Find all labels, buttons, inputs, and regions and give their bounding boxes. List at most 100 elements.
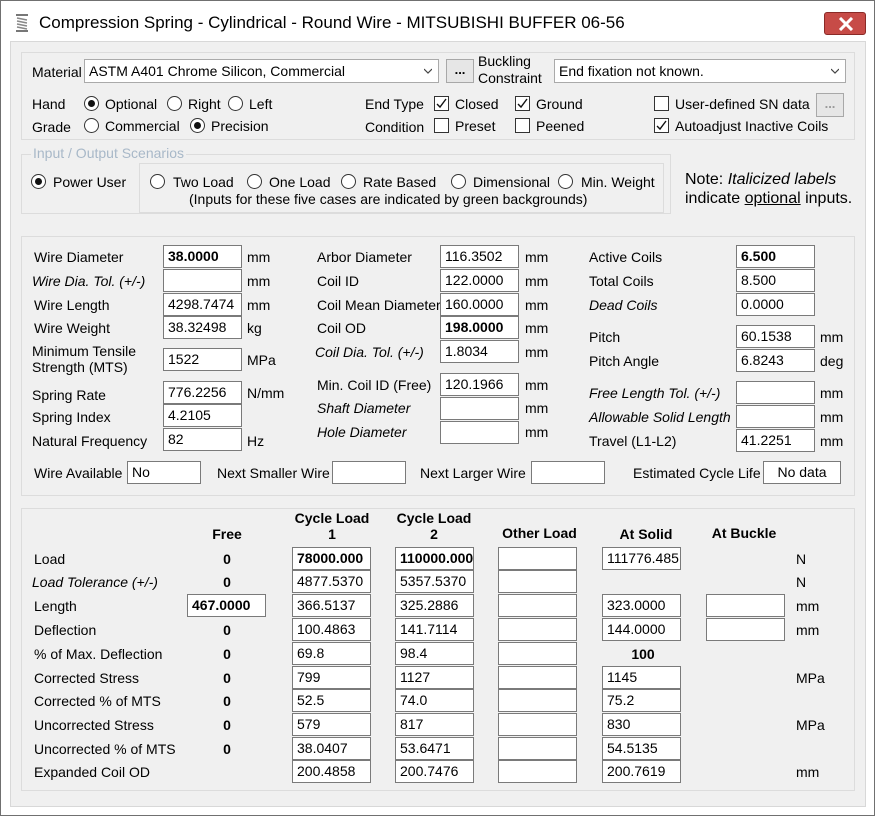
corr-mts-cycle2-input[interactable]: 74.0 (395, 689, 474, 712)
load-solid-input[interactable]: 111776.485 (602, 547, 681, 570)
corr-stress-other-input[interactable] (498, 666, 577, 689)
pitch-input[interactable]: 60.1538 (736, 325, 815, 348)
corr-mts-solid-input[interactable]: 75.2 (602, 689, 681, 712)
length-solid-input[interactable]: 323.0000 (602, 594, 681, 617)
dimensional-radio[interactable] (451, 174, 466, 189)
spring-rate-input[interactable]: 776.2256 (163, 381, 242, 404)
expanded-od-other-input[interactable] (498, 760, 577, 783)
preset-checkbox[interactable] (434, 118, 449, 133)
corr-mts-cycle1-input[interactable]: 52.5 (292, 689, 371, 712)
load-cycle1-input[interactable]: 78000.000 (292, 547, 371, 570)
deflection-cycle1-input[interactable]: 100.4863 (292, 618, 371, 641)
grade-precision-radio[interactable] (190, 118, 205, 133)
autoadjust-checkbox[interactable] (654, 118, 669, 133)
mts-input[interactable]: 1522 (163, 348, 242, 371)
row-label-corr-mts: Corrected % of MTS (34, 693, 161, 709)
corr-stress-free: 0 (223, 670, 231, 686)
closed-checkbox[interactable] (434, 96, 449, 111)
uncorr-stress-cycle2-input[interactable]: 817 (395, 713, 474, 736)
length-unit: mm (796, 598, 820, 614)
coil-od-input[interactable]: 198.0000 (440, 316, 519, 339)
pct-deflection-other-input[interactable] (498, 642, 577, 665)
uncorr-stress-cycle1-input[interactable]: 579 (292, 713, 371, 736)
material-browse-button[interactable]: ... (446, 59, 474, 83)
coil-mean-input[interactable]: 160.0000 (440, 293, 519, 316)
corr-stress-cycle1-input[interactable]: 799 (292, 666, 371, 689)
corr-stress-cycle2-input[interactable]: 1127 (395, 666, 474, 689)
row-label-uncorr-mts: Uncorrected % of MTS (34, 741, 176, 757)
pct-deflection-cycle1-input[interactable]: 69.8 (292, 642, 371, 665)
length-cycle2-input[interactable]: 325.2886 (395, 594, 474, 617)
wire-length-input[interactable]: 4298.7474 (163, 293, 242, 316)
corr-mts-other-input[interactable] (498, 689, 577, 712)
corr-stress-solid-input[interactable]: 1145 (602, 666, 681, 689)
free-len-tol-input[interactable] (736, 381, 815, 404)
length-other-input[interactable] (498, 594, 577, 617)
buckling-select[interactable]: End fixation not known. (554, 59, 846, 83)
uncorr-mts-cycle2-input[interactable]: 53.6471 (395, 737, 474, 760)
length-buckle-input[interactable] (706, 594, 785, 617)
peened-checkbox[interactable] (515, 118, 530, 133)
travel-input[interactable]: 41.2251 (736, 429, 815, 452)
pitch-angle-input[interactable]: 6.8243 (736, 349, 815, 372)
expanded-od-cycle2-input[interactable]: 200.7476 (395, 760, 474, 783)
pct-deflection-cycle2-input[interactable]: 98.4 (395, 642, 474, 665)
wire-tol-input[interactable] (163, 269, 242, 292)
wire-weight-input[interactable]: 38.32498 (163, 316, 242, 339)
coil-id-input[interactable]: 122.0000 (440, 269, 519, 292)
hand-left-radio[interactable] (228, 96, 243, 111)
cycle-life-input[interactable]: No data (763, 461, 841, 484)
min-coil-id-input[interactable]: 120.1966 (440, 373, 519, 396)
two-load-radio[interactable] (150, 174, 165, 189)
load-tol-cycle2-input[interactable]: 5357.5370 (395, 570, 474, 593)
length-free-input[interactable]: 467.0000 (187, 594, 266, 617)
shaft-dia-input[interactable] (440, 397, 519, 420)
load-tol-cycle1-input[interactable]: 4877.5370 (292, 570, 371, 593)
mts-label-1: Minimum Tensile (32, 343, 136, 359)
load-tol-other-input[interactable] (498, 570, 577, 593)
hand-optional-radio[interactable] (84, 96, 99, 111)
uncorr-stress-other-input[interactable] (498, 713, 577, 736)
next-larger-input[interactable] (531, 461, 605, 484)
next-smaller-input[interactable] (332, 461, 406, 484)
deflection-cycle2-input[interactable]: 141.7114 (395, 618, 474, 641)
power-user-radio[interactable] (31, 174, 46, 189)
hand-right-radio[interactable] (167, 96, 182, 111)
material-select[interactable]: ASTM A401 Chrome Silicon, Commercial (84, 59, 439, 83)
one-load-radio[interactable] (247, 174, 262, 189)
spring-index-input[interactable]: 4.2105 (163, 404, 242, 427)
deflection-buckle-input[interactable] (706, 618, 785, 641)
coil-tol-input[interactable]: 1.8034 (440, 340, 519, 363)
close-button[interactable] (824, 12, 866, 35)
wire-available-input[interactable]: No (127, 461, 201, 484)
nat-freq-input[interactable]: 82 (163, 428, 242, 451)
deflection-solid-input[interactable]: 144.0000 (602, 618, 681, 641)
hole-dia-input[interactable] (440, 421, 519, 444)
uncorr-mts-solid-input[interactable]: 54.5135 (602, 737, 681, 760)
length-cycle1-input[interactable]: 366.5137 (292, 594, 371, 617)
allow-solid-input[interactable] (736, 405, 815, 428)
uncorr-mts-cycle1-input[interactable]: 38.0407 (292, 737, 371, 760)
arbor-dia-input[interactable]: 116.3502 (440, 245, 519, 268)
sn-data-browse-button[interactable]: ... (816, 93, 844, 117)
grade-label: Grade (32, 119, 71, 135)
expanded-od-solid-input[interactable]: 200.7619 (602, 760, 681, 783)
title-bar[interactable]: Compression Spring - Cylindrical - Round… (2, 2, 873, 41)
total-coils-input[interactable]: 8.500 (736, 269, 815, 292)
uncorr-stress-solid-input[interactable]: 830 (602, 713, 681, 736)
active-coils-input[interactable]: 6.500 (736, 245, 815, 268)
buckling-value: End fixation not known. (559, 63, 704, 79)
ground-checkbox[interactable] (515, 96, 530, 111)
load-other-input[interactable] (498, 547, 577, 570)
pct-deflection-solid: 100 (631, 646, 655, 662)
uncorr-mts-other-input[interactable] (498, 737, 577, 760)
rate-based-radio[interactable] (341, 174, 356, 189)
deflection-other-input[interactable] (498, 618, 577, 641)
grade-commercial-radio[interactable] (84, 118, 99, 133)
wire-diameter-input[interactable]: 38.0000 (163, 245, 242, 268)
load-cycle2-input[interactable]: 110000.000 (395, 547, 474, 570)
dead-coils-input[interactable]: 0.0000 (736, 293, 815, 316)
min-weight-radio[interactable] (558, 174, 573, 189)
expanded-od-cycle1-input[interactable]: 200.4858 (292, 760, 371, 783)
sn-data-checkbox[interactable] (654, 96, 669, 111)
